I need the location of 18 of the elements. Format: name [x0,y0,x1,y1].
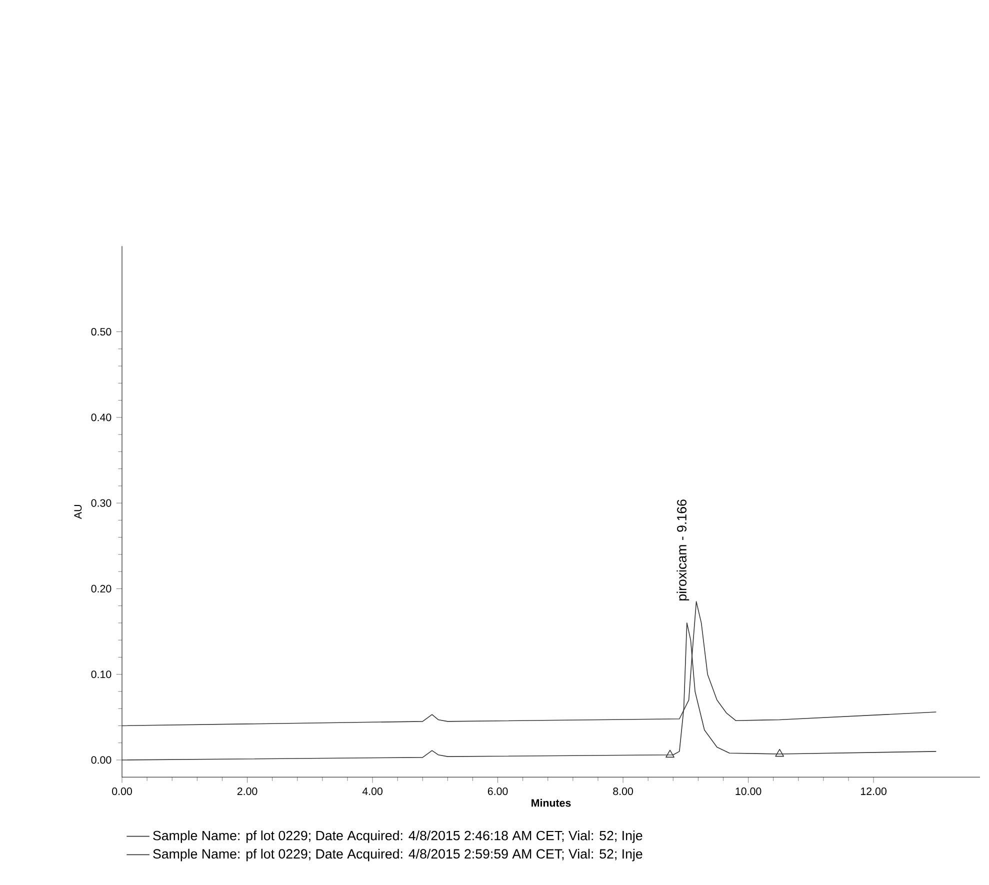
annotation: piroxicam - 9.166 [676,500,690,600]
y-tick-label: 0.30 [91,499,112,507]
legend-label: Sample Name: pf lot 0229; Date Acquired: 4/8/2015 2:46:18 AM CET; Vial: 52; Inje [153,830,642,843]
x-axis-title: Minutes [532,798,571,807]
x-tick-label: 6.00 [488,788,508,796]
y-tick-label: 0.20 [91,584,112,592]
y-tick-label: 0.00 [91,756,112,764]
legend-label: Sample Name: pf lot 0229; Date Acquired: 4/8/2015 2:59:59 AM CET; Vial: 52; Inje [153,848,642,862]
x-tick-label: 10.00 [736,788,762,796]
y-tick-label: 0.40 [91,414,112,422]
y-axis-title: AU [74,505,82,520]
x-tick-label: 2.00 [237,788,258,796]
x-tick-label: 12.00 [861,788,886,796]
x-tick-label: 4.00 [362,788,382,796]
x-tick-label: 0.00 [112,788,132,796]
y-tick-label: 0.10 [91,670,112,678]
y-tick-label: 0.50 [91,328,112,336]
x-tick-label: 8.00 [613,788,633,796]
